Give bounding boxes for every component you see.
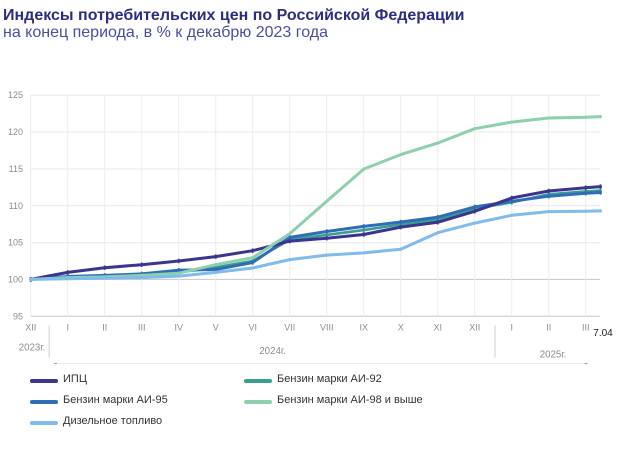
svg-text:III: III (138, 323, 146, 333)
svg-text:II: II (546, 323, 551, 333)
svg-text:XII: XII (25, 323, 36, 333)
svg-text:VIII: VIII (320, 323, 334, 333)
svg-text:II: II (102, 323, 107, 333)
svg-text:2024г.: 2024г. (259, 346, 286, 357)
svg-text:95: 95 (13, 311, 23, 321)
svg-text:V: V (213, 323, 219, 333)
svg-text:VI: VI (248, 323, 257, 333)
svg-text:X: X (398, 323, 404, 333)
svg-text:7.04: 7.04 (593, 328, 613, 339)
svg-text:I: I (510, 323, 513, 333)
svg-text:VII: VII (284, 323, 295, 333)
svg-text:III: III (582, 323, 590, 333)
svg-text:110: 110 (9, 201, 23, 211)
svg-text:105: 105 (8, 238, 23, 248)
svg-text:I: I (66, 323, 69, 333)
svg-text:XII: XII (469, 323, 480, 333)
svg-text:IV: IV (174, 323, 183, 333)
svg-text:2023г.: 2023г. (19, 343, 46, 354)
svg-text:115: 115 (9, 164, 23, 174)
svg-text:120: 120 (8, 127, 23, 137)
svg-text:IX: IX (359, 323, 368, 333)
svg-text:100: 100 (8, 274, 23, 284)
svg-text:125: 125 (8, 90, 23, 100)
svg-text:2025г.: 2025г. (540, 350, 567, 361)
svg-text:XI: XI (433, 323, 442, 333)
